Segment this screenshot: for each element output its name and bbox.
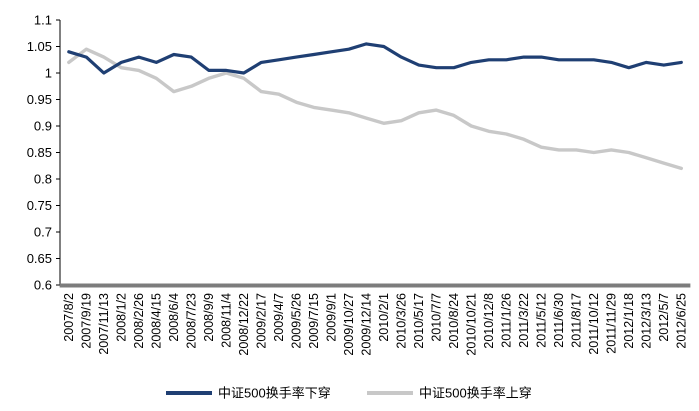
y-axis: 0.6 0.65 0.7 0.75 0.8 0.85 0.9 0.95 1 1.05 1.1 [27, 13, 61, 293]
series-line-2 [67, 47, 683, 171]
x-tick-label: 2010/10/21 [464, 293, 478, 356]
x-tick-label: 2007/9/19 [79, 293, 93, 349]
x-tick-label: 2012/5/7 [657, 293, 671, 342]
x-tick-label: 2010/7/7 [429, 293, 443, 342]
x-tick-label: 2008/11/4 [219, 293, 233, 348]
y-tick-label: 0.85 [27, 145, 52, 160]
x-axis: 2007/8/2 2007/9/19 2007/11/13 2008/1/2 2008/… [59, 283, 691, 356]
x-tick-label: 2011/5/12 [534, 293, 548, 348]
x-tick-label: 2009/7/15 [307, 293, 321, 349]
legend: 中证500换手率下穿 中证500换手率上穿 [166, 386, 532, 401]
x-tick-label: 2008/9/9 [202, 293, 216, 342]
x-tick-label: 2009/4/7 [272, 293, 286, 342]
x-tick-label: 2010/3/26 [394, 293, 408, 349]
y-tick-label: 0.8 [34, 172, 52, 187]
x-tick-label: 2012/1/18 [622, 293, 636, 349]
x-axis-line [60, 283, 690, 288]
x-tick-label: 2009/9/1 [324, 293, 338, 342]
x-tick-label: 2008/2/26 [132, 293, 146, 349]
x-tick-label: 2010/5/17 [412, 293, 426, 349]
x-tick-label: 2010/8/24 [447, 293, 461, 349]
y-tick-label: 0.75 [27, 198, 52, 213]
y-tick-label: 1 [45, 66, 52, 81]
x-tick-label: 2008/6/4 [167, 293, 181, 342]
y-tick-label: 1.1 [34, 13, 52, 28]
x-tick-label: 2011/1/26 [499, 293, 513, 348]
y-tick-label: 0.7 [34, 225, 52, 240]
x-tick-label: 2008/12/22 [237, 293, 251, 356]
x-tick-label: 2011/3/22 [517, 293, 531, 348]
x-tick-label: 2008/7/23 [184, 293, 198, 349]
x-tick-label: 2011/8/17 [569, 293, 583, 348]
legend-label-2: 中证500换手率上穿 [419, 386, 532, 401]
x-tick-label: 2011/11/29 [604, 293, 618, 354]
legend-label-1: 中证500换手率下穿 [218, 386, 331, 401]
x-tick-label: 2008/1/2 [114, 293, 128, 342]
series-line-1 [67, 42, 683, 75]
series-layer [67, 42, 683, 171]
x-tick-label: 2009/5/26 [289, 293, 303, 349]
x-tick-label: 2012/3/13 [639, 293, 653, 349]
x-tick-label: 2011/6/30 [552, 293, 566, 348]
x-tick-label: 2009/12/14 [359, 293, 373, 356]
x-tick-label: 2008/4/15 [149, 293, 163, 349]
y-tick-label: 1.05 [27, 39, 52, 54]
y-tick-label: 0.95 [27, 92, 52, 107]
y-tick-label: 0.65 [27, 251, 52, 266]
y-tick-label: 0.6 [34, 278, 52, 293]
x-tick-label: 2007/11/13 [97, 293, 111, 355]
x-tick-label: 2011/10/12 [587, 293, 601, 355]
x-tick-label: 2009/10/27 [342, 293, 356, 356]
y-tick-label: 0.9 [34, 119, 52, 134]
x-tick-label: 2007/8/2 [62, 293, 76, 342]
x-tick-label: 2010/2/1 [377, 293, 391, 342]
x-tick-label: 2009/2/17 [254, 293, 268, 349]
x-tick-label: 2010/12/8 [482, 293, 496, 349]
x-tick-label: 2012/6/25 [674, 293, 688, 349]
